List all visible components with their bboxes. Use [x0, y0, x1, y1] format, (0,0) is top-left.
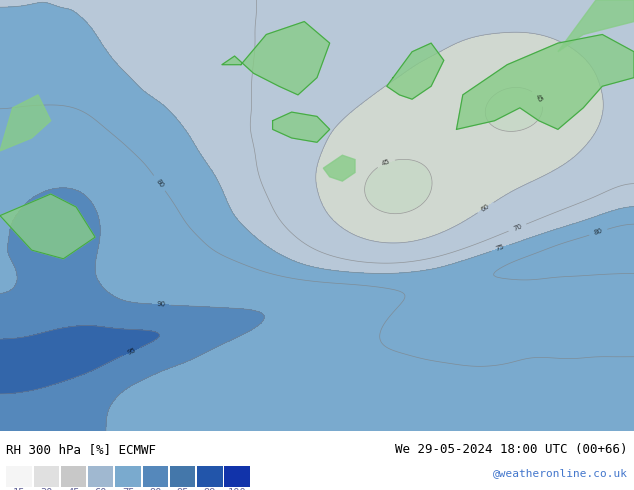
Text: We 29-05-2024 18:00 UTC (00+66): We 29-05-2024 18:00 UTC (00+66)	[395, 443, 628, 456]
Text: 45: 45	[534, 93, 544, 103]
Text: 95: 95	[176, 488, 189, 490]
Text: 45: 45	[67, 488, 80, 490]
Polygon shape	[222, 22, 330, 95]
Polygon shape	[273, 112, 330, 142]
Polygon shape	[456, 34, 634, 129]
FancyBboxPatch shape	[6, 466, 32, 487]
FancyBboxPatch shape	[61, 466, 86, 487]
Text: 90: 90	[157, 301, 166, 308]
Text: 60: 60	[94, 488, 107, 490]
Text: 70: 70	[512, 223, 522, 232]
Text: 30: 30	[40, 488, 53, 490]
FancyBboxPatch shape	[88, 466, 113, 487]
FancyBboxPatch shape	[224, 466, 250, 487]
FancyBboxPatch shape	[197, 466, 223, 487]
Text: 90: 90	[149, 488, 162, 490]
Polygon shape	[0, 95, 51, 151]
Text: 99: 99	[204, 488, 216, 490]
FancyBboxPatch shape	[115, 466, 141, 487]
Polygon shape	[323, 155, 355, 181]
Polygon shape	[558, 0, 634, 52]
Text: 75: 75	[495, 244, 505, 252]
FancyBboxPatch shape	[143, 466, 168, 487]
Text: @weatheronline.co.uk: @weatheronline.co.uk	[493, 468, 628, 478]
Text: RH 300 hPa [%] ECMWF: RH 300 hPa [%] ECMWF	[6, 443, 157, 456]
Text: 80: 80	[593, 228, 604, 237]
FancyBboxPatch shape	[34, 466, 59, 487]
Text: 80: 80	[154, 178, 164, 189]
Text: 75: 75	[122, 488, 134, 490]
Polygon shape	[0, 194, 95, 259]
Text: 100: 100	[228, 488, 247, 490]
Text: 60: 60	[480, 203, 491, 213]
Text: 45: 45	[381, 158, 391, 167]
Polygon shape	[387, 43, 444, 99]
FancyBboxPatch shape	[170, 466, 195, 487]
Text: 15: 15	[13, 488, 25, 490]
Text: 95: 95	[126, 347, 137, 356]
